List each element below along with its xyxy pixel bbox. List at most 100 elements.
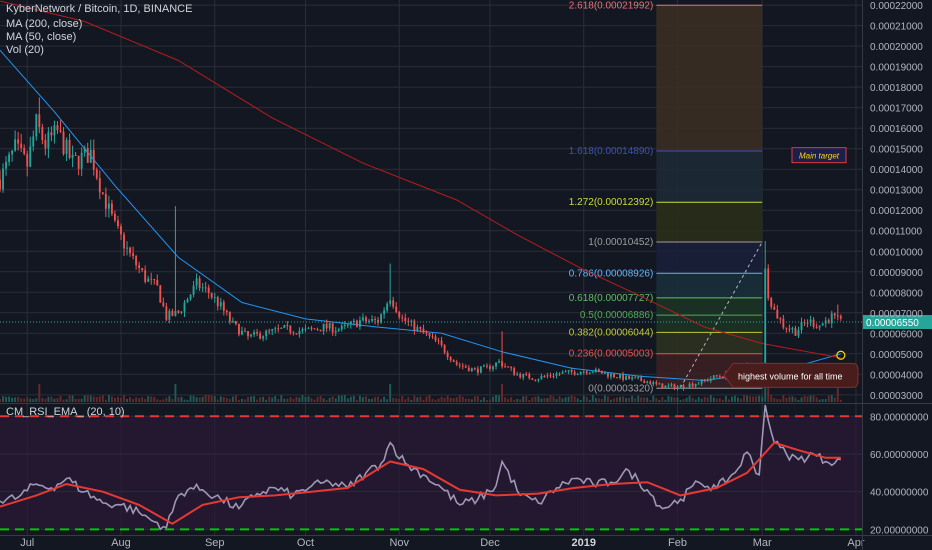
candle-body [325,323,328,329]
x-tick-label: 2019 [571,537,595,549]
volume-bar [788,396,791,402]
candle-body [664,385,667,389]
candle-body [301,329,304,331]
candle-body [619,374,621,379]
legend-ma50[interactable]: MA (50, close) [6,31,77,43]
volume-bar [564,397,567,402]
candle-body [434,336,437,341]
candle-body [383,310,386,315]
volume-bar [833,397,836,402]
volume-bar [706,397,709,402]
candle-body [80,152,83,169]
fibonacci-extension[interactable]: 2.618(0.00021992) 1.618(0.00014890) 1.272(… [569,0,763,394]
volume-bar [492,396,494,402]
volume-bar [301,395,304,402]
legend-vol[interactable]: Vol (20) [6,44,44,56]
volume-bar [522,396,525,402]
candle-body [610,373,612,377]
volume-bar [319,395,322,402]
volume-bar [610,399,612,402]
volume-bar [168,396,171,402]
volume-bar [177,396,180,402]
candle-body [129,247,131,254]
volume-bar [307,396,310,402]
main-target-box[interactable] [791,147,847,164]
x-tick-label: Nov [389,537,409,549]
candle-body [231,321,234,323]
candle-body [543,376,546,378]
volume-bar [180,396,183,402]
candle-body [519,374,522,378]
volume-bar [192,395,195,402]
volume-bar [216,399,219,402]
volume-bar [238,399,240,402]
candle-body [558,373,561,375]
candle-body [661,383,664,389]
candle-body [358,320,361,327]
candle-body [446,352,449,358]
volume-bar [62,399,65,402]
candle-body [833,313,836,316]
volume-bar [65,399,68,402]
candle-body [697,383,700,385]
candle-body [107,203,110,209]
candle-body [304,328,307,330]
fib-zone [656,202,763,242]
candle-body [540,376,543,380]
volume-bar [770,395,773,402]
volume-bar [715,398,718,402]
volume-bar [262,396,265,402]
volume-bar [340,395,343,402]
volume-bar [712,397,715,402]
volume-bar [467,398,470,402]
volume-bar [613,398,615,402]
candle-body [20,143,23,149]
candle-body [410,320,413,322]
volume-bar [428,395,431,402]
candle-body [365,317,367,322]
volume-bar [183,399,186,402]
volume-bar [147,396,150,402]
volume-bar [425,396,428,402]
annotations[interactable]: 0.00006550 Main target highest volume for … [0,147,932,388]
legend-ma200[interactable]: MA (200, close) [6,18,83,30]
candle-body [791,328,794,330]
volume-bar [718,398,721,402]
fib-zone [656,150,763,203]
candle-body [198,278,201,288]
candle-body [404,317,407,322]
fib-trend-line [680,241,763,388]
volume-bar [222,397,225,402]
candle-body [213,297,216,299]
y-tick-label: 0.00008000 [870,288,923,299]
candle-body [588,372,591,374]
volume-bar [561,398,564,402]
volume-bar [395,398,398,402]
volume-bar [419,396,422,402]
candle-body [449,357,452,361]
volume-bar [368,398,370,402]
candle-body [120,226,122,235]
volume-bar [755,396,758,402]
volume-bar [791,396,794,402]
candle-body [26,153,29,167]
candle-body [640,377,643,381]
candle-body [818,325,821,328]
volume-bar [724,395,727,402]
volume-bar [749,396,752,402]
candle-body [259,333,262,339]
volume-bar [104,399,107,402]
candle-body [673,384,676,389]
candle-body [679,385,682,387]
volume-callout[interactable] [723,362,859,388]
volume-bar [549,395,552,402]
candle-body [386,303,389,311]
volume-bar [38,384,41,402]
volume-bar [89,395,92,402]
volume-bar [537,396,540,402]
candle-body [17,139,20,144]
y-tick-label: 0.00020000 [870,42,923,53]
rsi-legend[interactable]: CM_RSI_EMA_ (20, 10) [6,406,125,418]
